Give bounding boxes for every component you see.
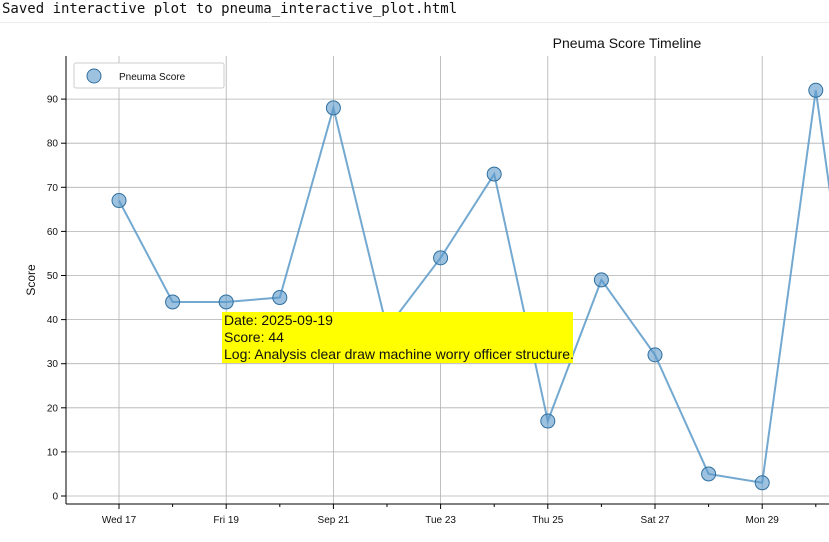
data-point <box>701 466 717 482</box>
tooltip-background <box>222 312 573 363</box>
y-tick-label: 60 <box>47 227 59 238</box>
y-tick-label: 70 <box>47 183 59 194</box>
tooltip-log: Log: Analysis clear draw machine worry o… <box>224 346 574 362</box>
y-tick-label: 30 <box>47 359 59 370</box>
series-layer <box>111 82 829 491</box>
y-tick-label: 40 <box>47 315 59 326</box>
y-tick-label: 80 <box>47 139 59 150</box>
y-tick-label: 0 <box>52 492 58 503</box>
x-tick-label: Sat 27 <box>641 515 670 526</box>
x-tick-label: Tue 23 <box>425 515 456 526</box>
x-tick-label: Mon 29 <box>746 515 780 526</box>
axes: 0 10 20 30 40 50 60 70 80 90 Wed 17 Fri 19 Sep 21 Tue… <box>47 56 829 526</box>
data-point <box>272 290 288 306</box>
data-point <box>486 166 502 182</box>
legend-box <box>73 62 225 89</box>
x-tick-label: Thu 25 <box>532 515 564 526</box>
y-tick-label: 90 <box>47 95 59 106</box>
data-point <box>325 100 341 116</box>
data-point <box>540 413 556 429</box>
y-tick-label: 10 <box>47 447 59 458</box>
y-axis-label: Score <box>24 264 38 296</box>
data-point <box>754 475 770 491</box>
x-tick-label: Wed 17 <box>102 515 137 526</box>
data-point <box>111 193 127 209</box>
console-divider <box>0 22 829 23</box>
data-point <box>808 82 824 98</box>
tooltip-date: Date: 2025-09-19 <box>224 312 333 328</box>
data-point <box>647 347 663 363</box>
series-line-0 <box>118 90 829 484</box>
chart-title: Pneuma Score Timeline <box>553 35 702 51</box>
legend: Pneuma Score <box>73 62 225 89</box>
legend-marker <box>86 68 102 84</box>
x-tick-label: Fri 19 <box>213 515 239 526</box>
y-tick-label: 50 <box>47 271 59 282</box>
grid <box>66 56 829 504</box>
legend-label: Pneuma Score <box>119 72 186 83</box>
tooltip-score: Score: 44 <box>224 329 284 345</box>
data-point <box>165 294 181 310</box>
data-point <box>433 250 449 266</box>
x-tick-label: Sep 21 <box>318 515 350 526</box>
tooltip: Date: 2025-09-19 Score: 44 Log: Analysis… <box>222 312 574 363</box>
console-output: Saved interactive plot to pneuma_interac… <box>2 1 458 17</box>
y-tick-label: 20 <box>47 403 59 414</box>
data-point <box>218 294 234 310</box>
data-point <box>593 272 609 288</box>
